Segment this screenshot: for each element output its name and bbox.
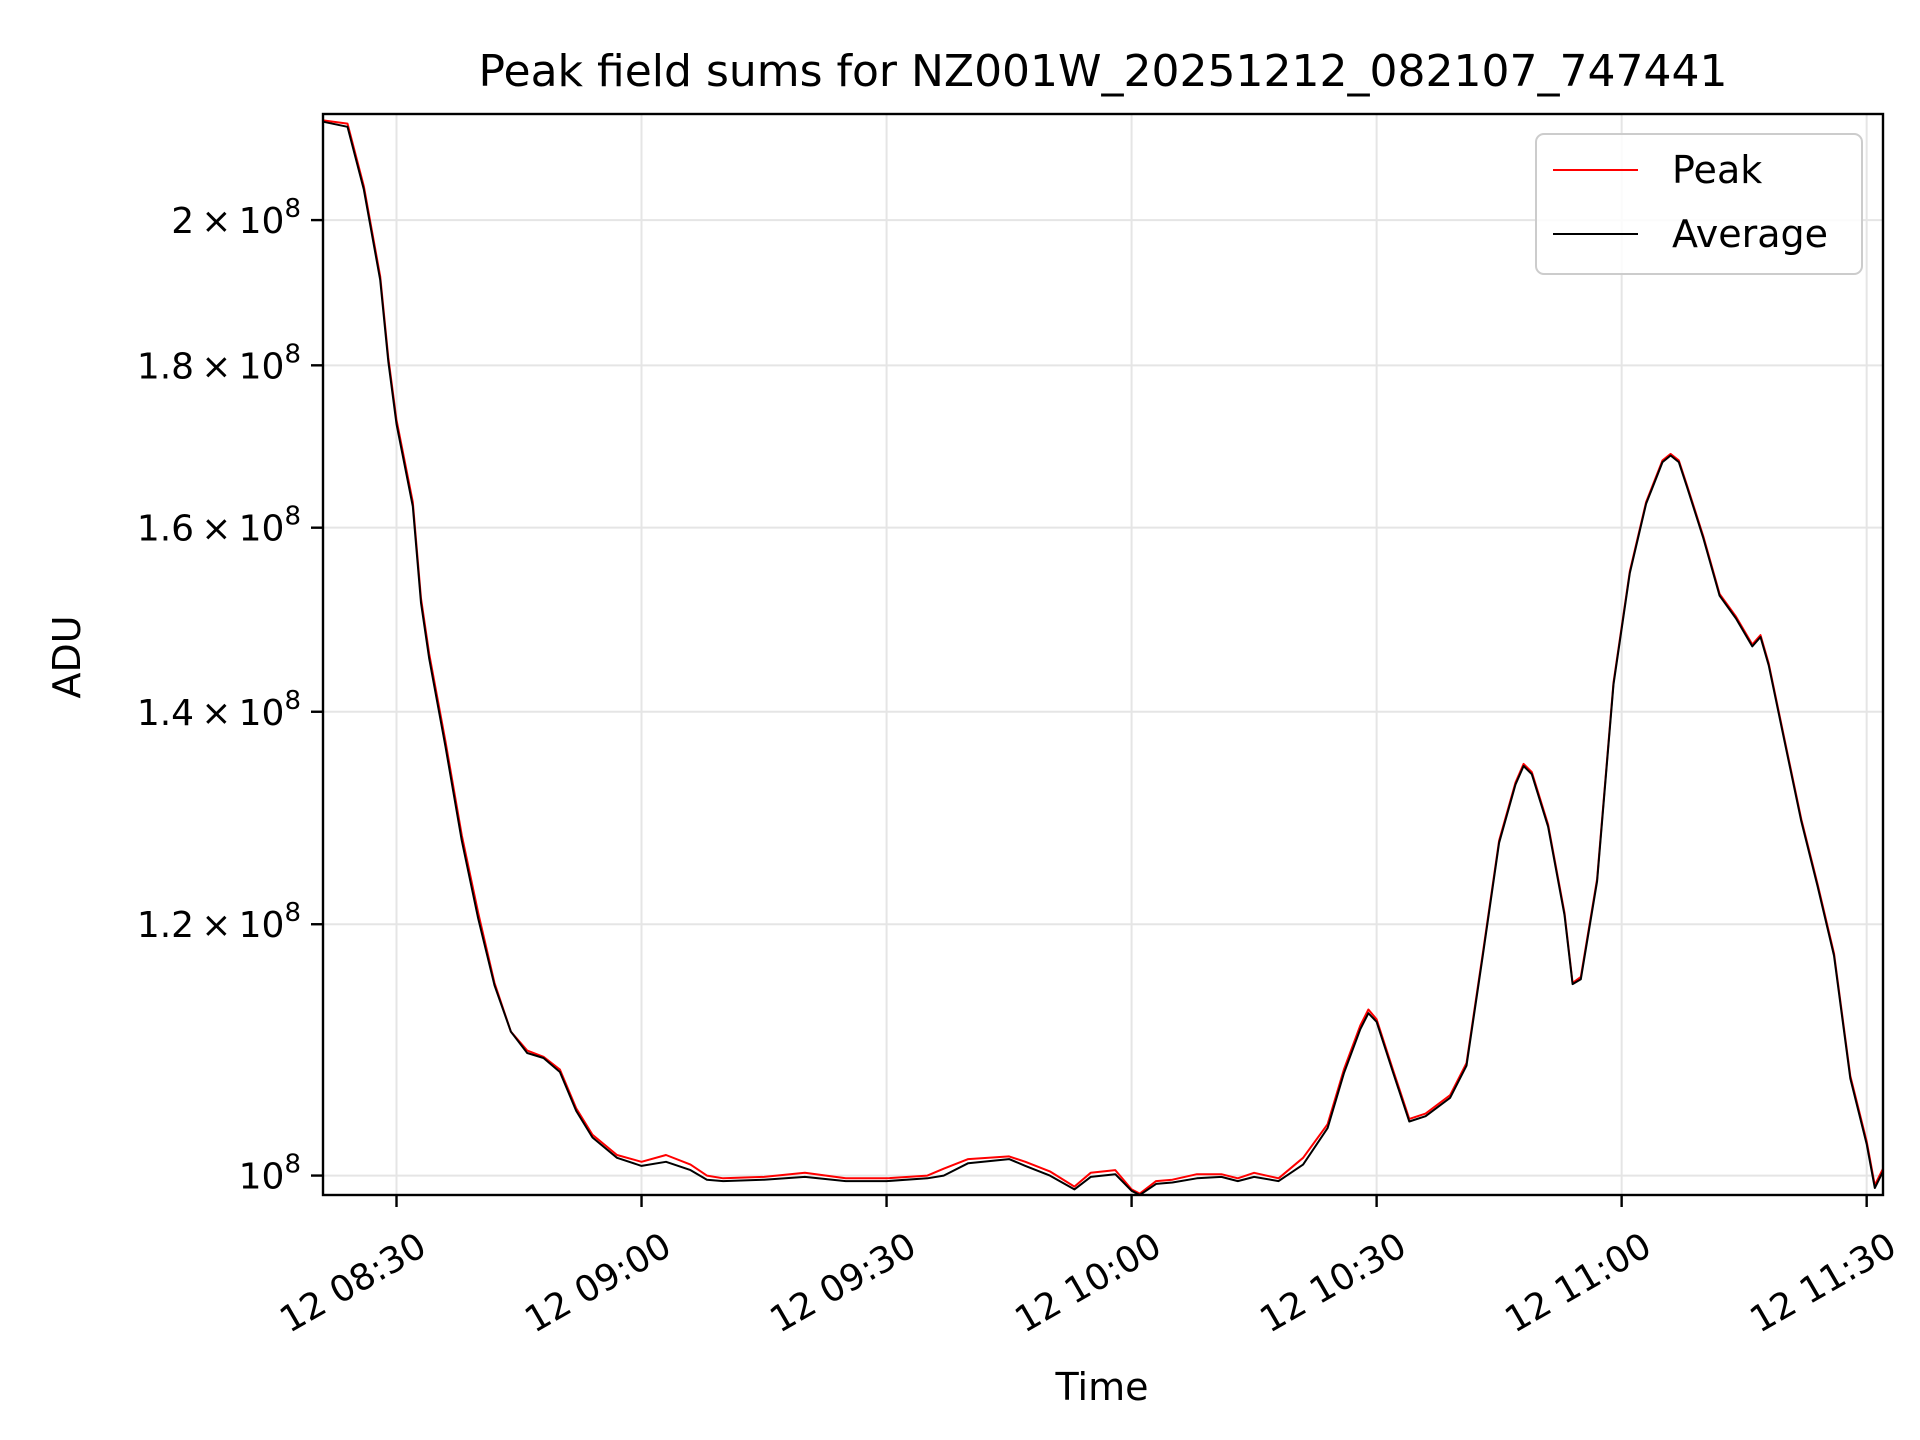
y-tick-exponent: 8 (284, 502, 301, 532)
y-tick-label: 1.4 × 108 (137, 686, 301, 734)
x-tick-label: 12 10:00 (1008, 1225, 1168, 1341)
y-tick-label: 108 (239, 1150, 301, 1198)
y-tick-label: 1.6 × 108 (137, 502, 301, 550)
grid-lines (323, 114, 1883, 1195)
x-tick-label: 12 10:30 (1253, 1225, 1413, 1341)
legend-label-peak: Peak (1672, 148, 1762, 192)
y-tick-mantissa: 2 (171, 201, 194, 242)
y-tick-exponent: 8 (284, 339, 301, 369)
y-tick-mantissa: 1.6 (137, 509, 194, 550)
y-tick-times: × (194, 509, 239, 550)
y-tick-base: 10 (239, 346, 285, 387)
y-tick-times: × (194, 905, 239, 946)
y-tick-mantissa: 1.8 (137, 346, 194, 387)
y-tick-base: 10 (239, 693, 285, 734)
y-tick-label: 1.2 × 108 (137, 898, 301, 946)
x-axis-label: Time (1055, 1365, 1149, 1409)
axis-ticks (311, 218, 1868, 1207)
x-tick-label: 12 09:00 (518, 1225, 678, 1341)
series-line-peak (322, 119, 1884, 1195)
chart-title: Peak field sums for NZ001W_20251212_0821… (479, 46, 1728, 97)
y-tick-base: 10 (239, 1157, 285, 1198)
y-tick-times: × (194, 346, 239, 387)
y-tick-label: 1.8 × 108 (137, 339, 301, 387)
y-tick-exponent: 8 (284, 898, 301, 928)
y-tick-times: × (194, 693, 239, 734)
y-tick-mantissa: 1.2 (137, 905, 194, 946)
y-tick-base: 10 (239, 905, 285, 946)
legend: Peak Average (1535, 133, 1863, 275)
y-tick-exponent: 8 (284, 1150, 301, 1180)
y-tick-label: 2 × 108 (171, 194, 301, 242)
y-tick-base: 10 (239, 201, 285, 242)
y-axis-label: ADU (45, 615, 89, 698)
x-tick-labels: 12 08:30 12 09:00 12 09:30 12 10:00 12 10:30… (273, 1225, 1903, 1341)
y-tick-exponent: 8 (284, 194, 301, 224)
series-line-average (322, 120, 1884, 1196)
x-tick-label: 12 09:30 (763, 1225, 923, 1341)
plot-frame (321, 112, 1885, 1197)
x-tick-label: 12 11:30 (1743, 1225, 1903, 1341)
x-tick-label: 12 11:00 (1498, 1225, 1658, 1341)
legend-label-average: Average (1672, 212, 1828, 256)
series-group (322, 119, 1884, 1196)
y-tick-mantissa: 1.4 (137, 693, 194, 734)
x-tick-label: 12 08:30 (273, 1225, 433, 1341)
y-tick-times: × (194, 201, 239, 242)
y-tick-base: 10 (239, 509, 285, 550)
y-tick-exponent: 8 (284, 686, 301, 716)
